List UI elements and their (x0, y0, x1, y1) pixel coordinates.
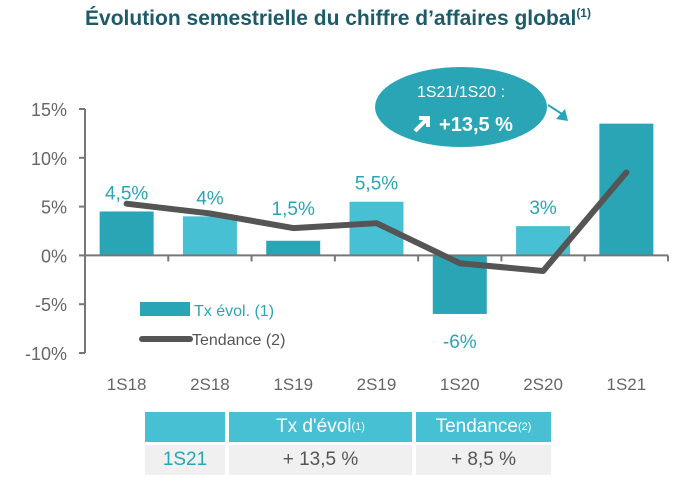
legend-label-bar: Tx évol. (1) (194, 303, 274, 320)
y-tick-label: 15% (31, 100, 67, 120)
bar-label: 1,5% (272, 199, 315, 220)
title-note: (1) (576, 6, 591, 20)
bar-label: 4% (196, 188, 224, 209)
y-tick-label: 0% (41, 246, 67, 266)
x-tick-label: 1S20 (440, 375, 480, 394)
table-header-tx: Tx d'évol (1) (229, 412, 412, 442)
header-text: Tx d'évol (276, 416, 352, 437)
table-header-empty (145, 412, 225, 442)
x-tick-label: 1S19 (273, 375, 313, 394)
table-cell-tx: + 13,5 % (229, 445, 412, 475)
bar-label: 5,5% (355, 174, 398, 195)
x-tick-label: 2S20 (523, 375, 563, 394)
chart-svg: 15% 10% 5% 0% -5% -10% 4,5% 1S18 4% 2S18 1,5% 1S19 5… (25, 67, 669, 394)
y-tick-label: 10% (31, 149, 67, 169)
x-tick-label: 1S18 (107, 375, 147, 394)
bar-label: 4,5% (105, 183, 148, 204)
chart-title: Évolution semestrielle du chiffre d’affa… (0, 6, 676, 31)
legend-label-line: Tendance (2) (192, 332, 285, 349)
trend-line (123, 169, 630, 275)
table-header-tendance: Tendance (2) (416, 412, 551, 442)
bar-label: 3% (529, 198, 557, 219)
y-tick-label: -10% (25, 344, 67, 364)
callout-arrowhead (556, 109, 568, 121)
bar-label: -6% (443, 332, 477, 353)
header-note: (1) (351, 421, 365, 433)
bar-2S19 (349, 201, 404, 256)
table-cell-tendance: + 8,5 % (416, 445, 551, 475)
y-tick-label: -5% (35, 295, 67, 315)
x-tick-label: 2S19 (357, 375, 397, 394)
bar-1S19 (266, 240, 321, 256)
bar-2S18 (182, 216, 237, 256)
callout-line2: +13,5 % (439, 114, 513, 136)
header-text: Tendance (435, 416, 518, 437)
table-row-label: 1S21 (145, 445, 225, 475)
bar-1S18 (99, 211, 154, 256)
bar-1S21 (599, 123, 654, 256)
arrow-up-right-icon (413, 116, 430, 133)
x-tick-label: 1S21 (607, 375, 647, 394)
x-tick-label: 2S18 (190, 375, 230, 394)
y-tick-label: 5% (41, 198, 67, 218)
legend-swatch-bar (140, 302, 190, 316)
title-text: Évolution semestrielle du chiffre d’affa… (85, 7, 577, 30)
callout-pointer (547, 104, 563, 115)
callout-line1: 1S21/1S20 : (417, 84, 505, 101)
header-note: (2) (517, 421, 532, 433)
